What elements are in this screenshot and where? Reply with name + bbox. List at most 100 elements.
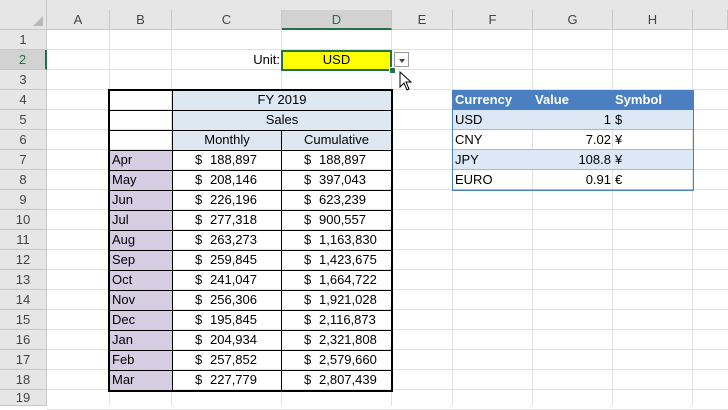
row-header-13[interactable]: 13 <box>0 270 47 290</box>
row-header-7[interactable]: 7 <box>0 150 47 170</box>
row-header-4[interactable]: 4 <box>0 90 47 110</box>
currency-table-header[interactable]: Value <box>533 90 613 110</box>
row-header-17[interactable]: 17 <box>0 350 47 370</box>
row-header-11[interactable]: 11 <box>0 230 47 250</box>
row-header-15[interactable]: 15 <box>0 310 47 330</box>
row-header-12[interactable]: 12 <box>0 250 47 270</box>
cumulative-value: $2,579,660 <box>281 350 392 371</box>
gridline-horizontal <box>47 349 728 350</box>
monthly-amount: 204,934 <box>210 332 257 347</box>
monthly-amount: 259,845 <box>210 252 257 267</box>
currency-symbol: $ <box>304 372 312 387</box>
currency-value[interactable]: 7.02 <box>533 130 613 150</box>
row-header-14[interactable]: 14 <box>0 290 47 310</box>
currency-value[interactable]: 1 <box>533 110 613 130</box>
cumulative-amount: 1,163,830 <box>319 232 377 247</box>
monthly-value: $263,273 <box>172 230 282 251</box>
currency-symbol[interactable]: € <box>613 170 693 190</box>
currency-symbol[interactable]: ¥ <box>613 150 693 170</box>
monthly-value: $256,306 <box>172 290 282 311</box>
column-header-h[interactable]: H <box>613 10 693 30</box>
column-header-g[interactable]: G <box>533 10 613 30</box>
sales-header: Sales <box>172 110 392 131</box>
currency-value[interactable]: 108.8 <box>533 150 613 170</box>
currency-symbol: $ <box>304 192 312 207</box>
cumulative-amount: 1,423,675 <box>319 252 377 267</box>
column-header-a[interactable]: A <box>47 10 110 30</box>
month-label: May <box>109 170 173 191</box>
row-header-3[interactable]: 3 <box>0 70 47 90</box>
currency-symbol[interactable]: ¥ <box>613 130 693 150</box>
row-header-5[interactable]: 5 <box>0 110 47 130</box>
column-header-f[interactable]: F <box>453 10 533 30</box>
cumulative-value: $1,163,830 <box>281 230 392 251</box>
cumulative-amount: 2,116,873 <box>319 312 376 327</box>
month-label: Sep <box>109 250 173 271</box>
row-header-18[interactable]: 18 <box>0 370 47 390</box>
monthly-value: $241,047 <box>172 270 282 291</box>
unit-dropdown-cell[interactable]: USD <box>281 50 392 71</box>
currency-symbol: $ <box>304 292 312 307</box>
monthly-amount: 277,318 <box>210 212 257 227</box>
row-header-16[interactable]: 16 <box>0 330 47 350</box>
cumulative-amount: 1,664,722 <box>319 272 377 287</box>
monthly-value: $277,318 <box>172 210 282 231</box>
row-header-6[interactable]: 6 <box>0 130 47 150</box>
gridline-horizontal <box>47 329 728 330</box>
monthly-value: $257,852 <box>172 350 282 371</box>
cumulative-amount: 2,807,439 <box>319 372 377 387</box>
unit-label: Unit: <box>253 52 280 67</box>
currency-symbol: $ <box>195 152 203 167</box>
currency-table-header[interactable]: Currency <box>453 90 533 110</box>
row-header-10[interactable]: 10 <box>0 210 47 230</box>
fy-header: FY 2019 <box>172 90 392 111</box>
column-header-e[interactable]: E <box>392 10 453 30</box>
currency-symbol: $ <box>195 272 203 287</box>
currency-value[interactable]: 0.91 <box>533 170 613 190</box>
row-header-1[interactable]: 1 <box>0 30 47 50</box>
month-label: Nov <box>109 290 173 311</box>
currency-symbol: $ <box>304 272 312 287</box>
currency-symbol: $ <box>195 232 203 247</box>
currency-symbol: $ <box>304 252 312 267</box>
select-all-corner[interactable] <box>0 0 47 30</box>
row-header-9[interactable]: 9 <box>0 190 47 210</box>
cumulative-value: $1,423,675 <box>281 250 392 271</box>
currency-symbol: $ <box>304 352 312 367</box>
monthly-value: $208,146 <box>172 170 282 191</box>
row-header-8[interactable]: 8 <box>0 170 47 190</box>
gridline-horizontal <box>47 49 728 50</box>
column-header-d[interactable]: D <box>282 10 392 30</box>
column-header-filler <box>693 10 728 30</box>
column-header-b[interactable]: B <box>110 10 172 30</box>
currency-symbol[interactable]: $ <box>613 110 693 130</box>
cumulative-amount: 2,579,660 <box>319 352 377 367</box>
monthly-amount: 256,306 <box>210 292 257 307</box>
currency-table-header[interactable]: Symbol <box>613 90 693 110</box>
cumulative-amount: 397,043 <box>319 172 366 187</box>
unit-dropdown-button[interactable] <box>394 52 409 67</box>
selection-fill-handle[interactable] <box>389 67 396 74</box>
monthly-amount: 257,852 <box>210 352 257 367</box>
cumulative-value: $2,321,808 <box>281 330 392 351</box>
currency-name[interactable]: EURO <box>453 170 533 190</box>
month-label: Jul <box>109 210 173 231</box>
cumulative-value: $1,664,722 <box>281 270 392 291</box>
currency-symbol: $ <box>304 332 312 347</box>
currency-name[interactable]: CNY <box>453 130 533 150</box>
gridline-horizontal <box>47 289 728 290</box>
gridline-vertical <box>612 30 613 406</box>
column-header-c[interactable]: C <box>172 10 282 30</box>
currency-symbol: $ <box>195 252 203 267</box>
monthly-amount: 226,196 <box>210 192 257 207</box>
currency-name[interactable]: USD <box>453 110 533 130</box>
monthly-value: $259,845 <box>172 250 282 271</box>
cumulative-amount: 623,239 <box>319 192 366 207</box>
cumulative-value: $188,897 <box>281 150 392 171</box>
gridline-vertical <box>692 30 693 406</box>
row-header-2[interactable]: 2 <box>0 50 47 70</box>
currency-name[interactable]: JPY <box>453 150 533 170</box>
row-header-19[interactable]: 19 <box>0 390 47 406</box>
gridline-horizontal <box>47 369 728 370</box>
